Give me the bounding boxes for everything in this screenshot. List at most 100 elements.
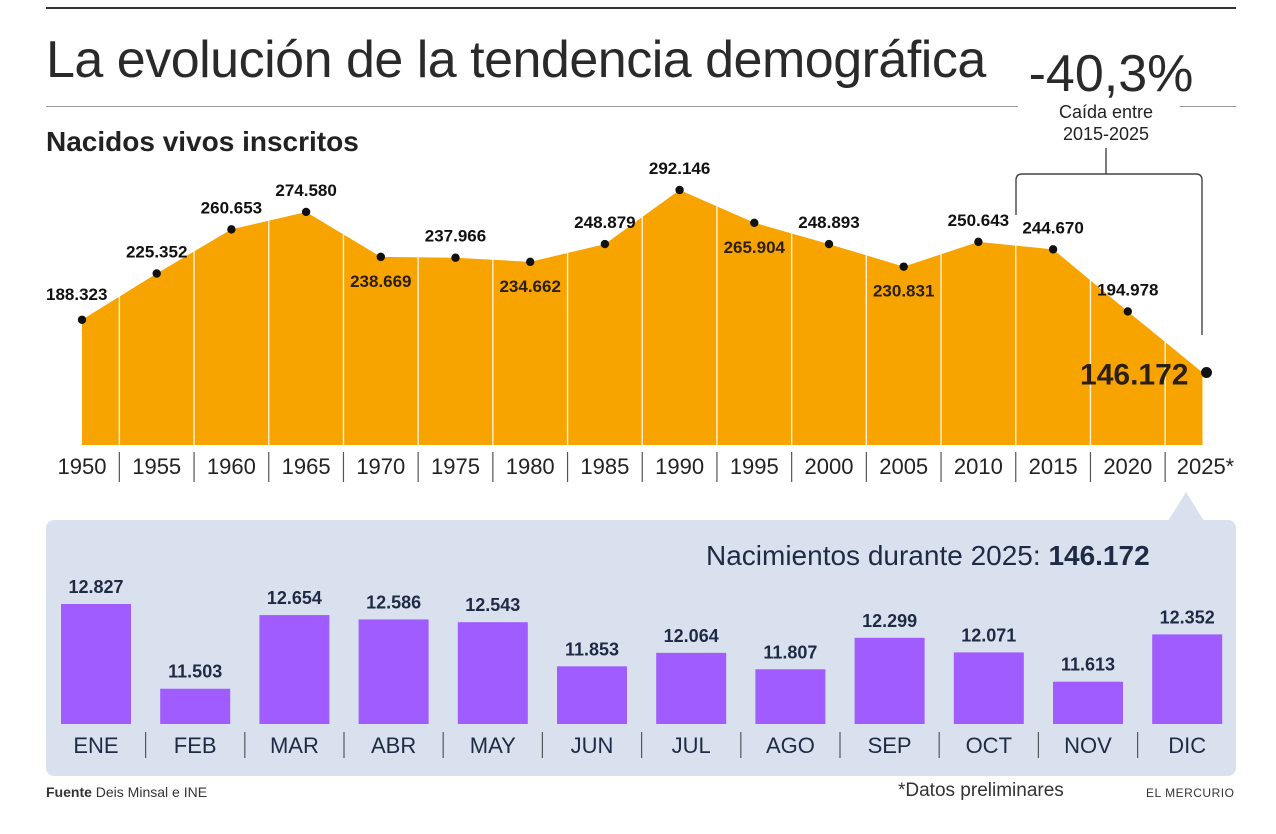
month-tick-label: ENE	[73, 733, 118, 758]
chart-subtitle: Nacidos vivos inscritos	[46, 126, 359, 157]
page-title: La evolución de la tendencia demográfica	[46, 31, 986, 89]
area-point	[675, 185, 684, 195]
month-bar	[160, 688, 231, 724]
area-point	[974, 237, 983, 247]
year-tick-label: 2015	[1029, 454, 1078, 479]
month-bar	[1053, 681, 1123, 724]
month-value-label: 12.543	[465, 595, 520, 615]
month-bar	[854, 637, 925, 724]
month-tick-label: SEP	[868, 733, 912, 758]
area-value-label: 265.904	[724, 238, 786, 257]
area-point	[526, 257, 535, 267]
year-tick-label: 1950	[58, 454, 107, 479]
month-value-label: 12.827	[68, 577, 123, 597]
month-value-label: 11.853	[565, 639, 619, 659]
title-divider-right	[1180, 106, 1236, 107]
month-value-label: 12.654	[267, 588, 322, 608]
headline-percent: -40,3%	[1028, 45, 1194, 103]
month-value-label: 11.503	[168, 662, 222, 682]
area-point	[899, 262, 908, 271]
month-tick-label: MAY	[470, 733, 516, 758]
source-line: Fuente Deis Minsal e INE	[46, 784, 207, 800]
footnote: *Datos preliminares	[898, 780, 1064, 801]
month-value-label: 11.807	[763, 642, 817, 662]
brand-logo: EL MERCURIO	[1146, 786, 1235, 800]
month-tick-label: NOV	[1064, 733, 1112, 758]
panel-pointer	[1168, 492, 1204, 521]
month-tick-label: DIC	[1168, 733, 1206, 758]
area-value-label: 234.662	[499, 277, 560, 296]
area-value-label: 194.978	[1097, 280, 1158, 299]
area-point	[301, 207, 311, 217]
month-value-label: 11.613	[1061, 655, 1115, 675]
month-bar	[259, 615, 330, 724]
year-tick-label: 1995	[730, 454, 779, 479]
area-point	[376, 252, 385, 262]
area-value-label: 188.323	[46, 285, 107, 304]
month-tick-label: JUN	[571, 733, 614, 758]
area-value-label: 292.146	[649, 159, 710, 178]
month-tick-label: JUL	[672, 733, 711, 758]
area-value-label: 225.352	[126, 242, 187, 261]
month-bar	[953, 652, 1024, 724]
area-value-label: 238.669	[350, 272, 411, 291]
month-bar	[61, 604, 131, 724]
year-tick-label: 1965	[282, 454, 331, 479]
month-bar	[358, 619, 429, 724]
year-tick-label: 1955	[132, 454, 181, 479]
headline-note: Caída entre 2015-2025	[1058, 102, 1154, 144]
month-bar	[656, 652, 727, 724]
month-tick-label: AGO	[766, 733, 815, 758]
month-bar	[755, 669, 826, 724]
month-value-label: 12.299	[862, 611, 917, 631]
area-value-label: 146.172	[1080, 358, 1188, 391]
monthly-title-value: 146.172	[1048, 540, 1150, 571]
area-value-label: 274.580	[275, 181, 336, 200]
month-tick-label: OCT	[966, 733, 1012, 758]
year-tick-label: 1980	[506, 454, 555, 479]
source-label: Fuente	[46, 784, 92, 800]
area-point	[600, 239, 610, 249]
year-tick-label: 2025*	[1177, 454, 1235, 479]
month-bar	[1152, 634, 1223, 724]
area-point	[77, 315, 87, 324]
area-value-label: 250.643	[948, 211, 1009, 230]
month-tick-label: FEB	[174, 733, 217, 758]
area-value-label: 248.879	[574, 213, 635, 232]
area-value-label: 248.893	[798, 213, 859, 232]
area-value-label: 244.670	[1022, 218, 1083, 237]
year-tick-label: 2010	[954, 454, 1003, 479]
month-value-label: 12.064	[664, 626, 719, 646]
year-tick-label: 2020	[1103, 454, 1152, 479]
year-tick-label: 1960	[207, 454, 256, 479]
area-point	[1201, 366, 1212, 378]
month-bar	[457, 622, 528, 724]
year-tick-label: 2005	[879, 454, 928, 479]
area-point	[824, 239, 834, 249]
month-value-label: 12.586	[366, 592, 421, 612]
source-text: Deis Minsal e INE	[95, 784, 208, 800]
area-point	[451, 253, 460, 262]
year-tick-label: 1990	[655, 454, 704, 479]
title-divider	[46, 106, 1018, 107]
area-point	[1123, 307, 1133, 316]
top-rule	[46, 7, 1236, 9]
year-tick-label: 1985	[580, 454, 629, 479]
monthly-title-text: Nacimientos durante 2025:	[706, 540, 1041, 571]
month-value-label: 12.071	[961, 625, 1016, 645]
area-value-label: 237.966	[425, 227, 486, 246]
area-point	[750, 218, 759, 228]
range-bracket	[1015, 173, 1203, 335]
year-tick-label: 1970	[356, 454, 405, 479]
month-tick-label: MAR	[270, 733, 319, 758]
month-bar	[557, 666, 627, 724]
monthly-panel-title: Nacimientos durante 2025: 146.172	[706, 540, 1150, 572]
area-point	[1048, 245, 1058, 254]
month-value-label: 12.352	[1160, 607, 1215, 627]
year-tick-label: 2000	[805, 454, 854, 479]
area-value-label: 260.653	[201, 198, 262, 217]
area-point	[152, 269, 161, 278]
year-tick-label: 1975	[431, 454, 480, 479]
area-value-label: 230.831	[873, 282, 934, 301]
